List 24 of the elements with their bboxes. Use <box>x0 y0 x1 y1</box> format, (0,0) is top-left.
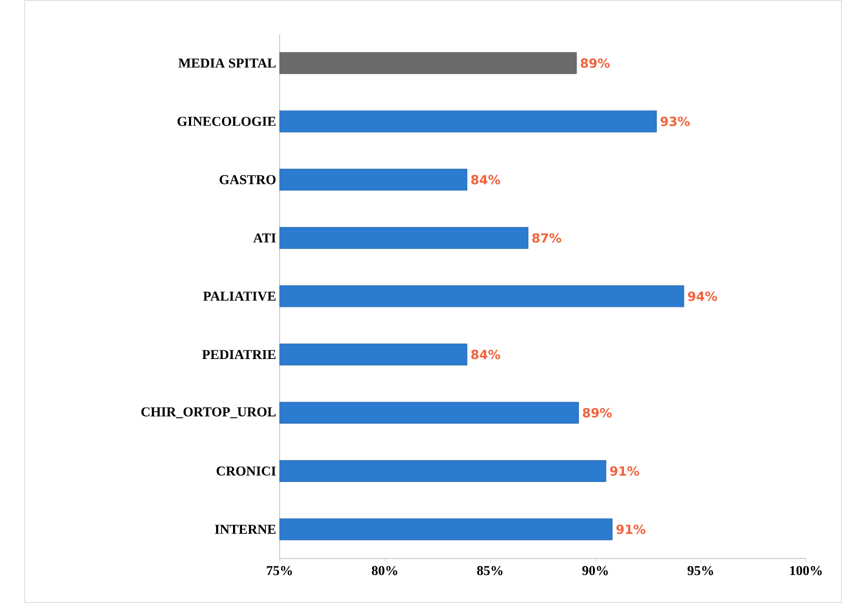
x-tick-label: 95% <box>688 566 714 576</box>
data-label: 94% <box>688 291 718 301</box>
x-tick-label: 90% <box>582 566 608 576</box>
data-label: 89% <box>582 408 612 418</box>
x-tick-label: 100% <box>790 566 822 576</box>
y-tick-label: MEDIA SPITAL <box>178 58 276 68</box>
y-tick-label: CHIR_ORTOP_UROL <box>141 407 276 418</box>
y-tick-label: CRONICI <box>216 466 276 476</box>
x-tick-label: 75% <box>266 566 292 576</box>
data-label: 87% <box>532 233 562 243</box>
y-tick-label: PALIATIVE <box>203 292 276 301</box>
y-tick-label: GASTRO <box>220 175 276 184</box>
x-tick-label: 85% <box>477 566 502 576</box>
data-label: 84% <box>471 174 500 184</box>
x-tick-label: 80% <box>372 566 398 576</box>
y-tick-label: ATI <box>253 233 276 242</box>
y-tick-label: INTERNE <box>214 524 276 534</box>
data-label: 89% <box>580 58 610 68</box>
data-label: 91% <box>610 466 640 476</box>
data-label: 93% <box>660 116 690 126</box>
data-label: 91% <box>616 524 646 534</box>
data-label: 84% <box>471 350 500 360</box>
y-tick-label: GINECOLOGIE <box>178 116 276 126</box>
y-tick-label: PEDIATRIE <box>202 350 276 359</box>
